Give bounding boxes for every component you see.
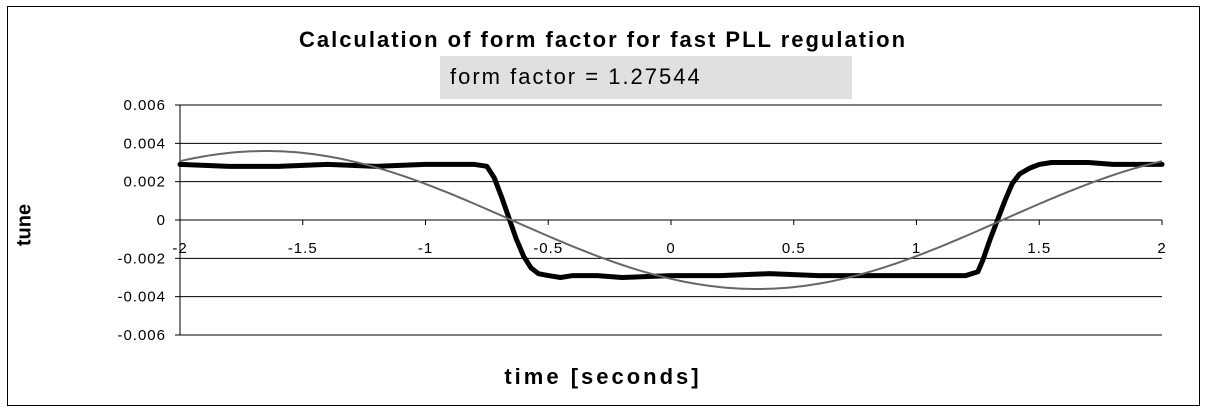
x-tick-label: -1.5	[288, 240, 318, 257]
x-tick-label: -2	[172, 240, 187, 257]
y-tick-label: -0.002	[117, 250, 166, 267]
y-tick-label: 0.002	[123, 174, 166, 191]
y-tick-label: -0.004	[117, 289, 166, 306]
y-tick-label: -0.006	[117, 327, 166, 344]
x-tick-label: 0	[666, 240, 675, 257]
x-tick-label: -0.5	[533, 240, 563, 257]
x-tick-label: 0.5	[782, 240, 806, 257]
x-tick-label: 2	[1157, 240, 1166, 257]
y-axis-label: tune	[13, 203, 36, 247]
chart-title: Calculation of form factor for fast PLL …	[298, 27, 908, 52]
y-tick-label: 0	[157, 212, 166, 229]
y-tick-label: 0.004	[123, 135, 166, 152]
form-factor-annotation: form factor = 1.27544	[440, 56, 852, 99]
series-line-square	[177, 160, 1165, 280]
x-tick-label: 1.5	[1027, 240, 1051, 257]
x-axis-label: time [seconds]	[504, 364, 702, 389]
x-tick-label: -1	[418, 240, 433, 257]
series-line-sine	[179, 150, 1163, 290]
y-tick-label: 0.006	[123, 97, 166, 114]
x-tick-label: 1	[912, 240, 921, 257]
